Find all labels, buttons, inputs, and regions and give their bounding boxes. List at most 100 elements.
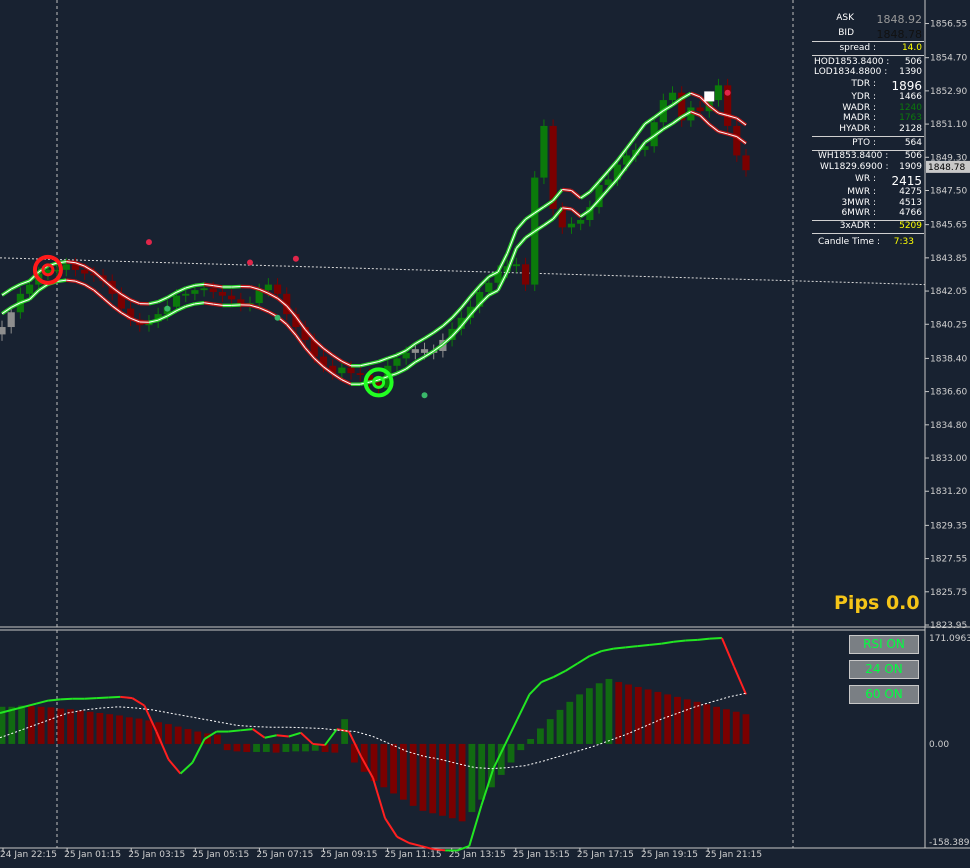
rsi-line-segment [240, 728, 253, 732]
candle-body [44, 269, 52, 274]
y-tick-label: 1831.20 [930, 487, 967, 497]
channel-upper-line-core [405, 343, 416, 351]
candle-body [356, 373, 364, 376]
candle-body [402, 352, 410, 359]
channel-lower-line-core [718, 130, 728, 135]
y-tick-label: 1847.50 [930, 187, 967, 197]
rsi-line-segment [276, 734, 289, 738]
channel-lower-line-core [415, 356, 425, 363]
candle-body [310, 339, 318, 357]
xadr-label: 3xADR : [839, 221, 876, 231]
mwr-value: 4275 [899, 187, 922, 197]
histogram-bar [360, 743, 368, 772]
candle-body [521, 264, 530, 285]
histogram-bar [390, 743, 397, 794]
histogram-bar [468, 743, 476, 813]
current-price-box [926, 160, 970, 173]
channel-lower-line-core [451, 325, 462, 337]
histogram-bar [18, 705, 25, 744]
channel-upper-line-core [176, 287, 186, 293]
pips-label: Pips 0.0 [834, 592, 920, 614]
candle-body [476, 291, 484, 307]
histogram-bar [125, 717, 133, 744]
candle-body [255, 290, 263, 304]
x-tick-label: 25 Jan 05:15 [192, 850, 249, 860]
channel-upper-line-core [249, 286, 260, 290]
histogram-bar [448, 743, 456, 819]
channel-lower-line-core [295, 334, 306, 349]
last-marker-square [704, 91, 715, 102]
channel-upper-line-core [534, 206, 545, 214]
channel-upper-line-core [718, 112, 728, 116]
lod-value: 1390 [899, 67, 922, 77]
candle-body [512, 264, 520, 267]
rsi-line-segment [637, 643, 650, 648]
channel-upper-line-core [360, 363, 370, 367]
60-toggle-button[interactable]: 60 ON [849, 685, 919, 704]
histogram-bar [674, 696, 681, 744]
x-tick-label: 25 Jan 01:15 [64, 850, 121, 860]
candle-body [696, 107, 704, 112]
y-tick-label: 1833.00 [930, 454, 967, 464]
y-tick-label: 1829.35 [930, 521, 967, 531]
rsi-line-segment [516, 693, 531, 720]
candle-body [81, 269, 89, 274]
rsi-line-segment [685, 638, 698, 642]
candle-body [237, 299, 245, 305]
channel-upper-line-core [84, 265, 95, 273]
ask-label: ASK [836, 13, 854, 23]
histogram-bar [0, 706, 6, 744]
y-tick-label: 1836.60 [930, 388, 967, 398]
histogram-bar [165, 724, 172, 744]
histogram-bar [116, 715, 123, 744]
candle-body [301, 327, 309, 340]
rsi-line-segment [733, 666, 747, 695]
channel-lower-line-core [442, 335, 453, 345]
channel-upper-line-core [515, 218, 526, 231]
channel-upper-line-core [736, 117, 747, 126]
candle-body [154, 314, 162, 322]
rsi-line-segment [11, 705, 25, 711]
candle-body [365, 375, 373, 383]
channel-lower-line-core [231, 304, 241, 306]
histogram-bar [184, 729, 192, 744]
rsi-line-segment [35, 699, 49, 705]
rsi-line-segment [589, 650, 602, 657]
channel-upper-line-core [286, 305, 297, 318]
channel-lower-line-core [157, 315, 168, 321]
histogram-bar [155, 722, 163, 744]
histogram-bar [253, 743, 260, 752]
candle-body [549, 125, 557, 209]
channel-lower-line-core [75, 280, 85, 286]
candle-body [145, 321, 153, 326]
rsi-line-segment [312, 742, 325, 747]
24-toggle-button[interactable]: 24 ON [849, 660, 919, 679]
channel-upper-line-core [598, 170, 609, 182]
histogram-bar [86, 711, 94, 744]
channel-upper-line-core [396, 350, 407, 356]
channel-lower-line-core [515, 237, 526, 249]
channel-upper-line-core [75, 262, 85, 267]
histogram-bar [233, 743, 241, 752]
rsi-line-segment [492, 743, 507, 770]
pto-value: 564 [904, 138, 922, 148]
channel-upper-line-core [607, 160, 618, 172]
histogram-bar [27, 706, 35, 744]
candle-body [0, 327, 6, 335]
histogram-bar [272, 743, 280, 753]
histogram-bar [8, 706, 16, 744]
x-tick-label: 25 Jan 07:15 [256, 850, 313, 860]
rsi-line-segment [84, 697, 97, 700]
channel-lower-line-core [736, 136, 747, 144]
y-tick-label: 1854.70 [930, 54, 967, 64]
rsi-line-segment [661, 640, 674, 645]
histogram-bar [605, 678, 613, 744]
bid-label: BID [838, 28, 854, 38]
channel-lower-line-core [497, 271, 508, 291]
rsi-toggle-button[interactable]: RSI ON [849, 635, 919, 654]
histogram-bar [135, 718, 143, 744]
rsi-line-segment [528, 681, 543, 696]
rsi-line-segment [384, 817, 398, 838]
y-tick-label: 1838.40 [930, 354, 967, 364]
